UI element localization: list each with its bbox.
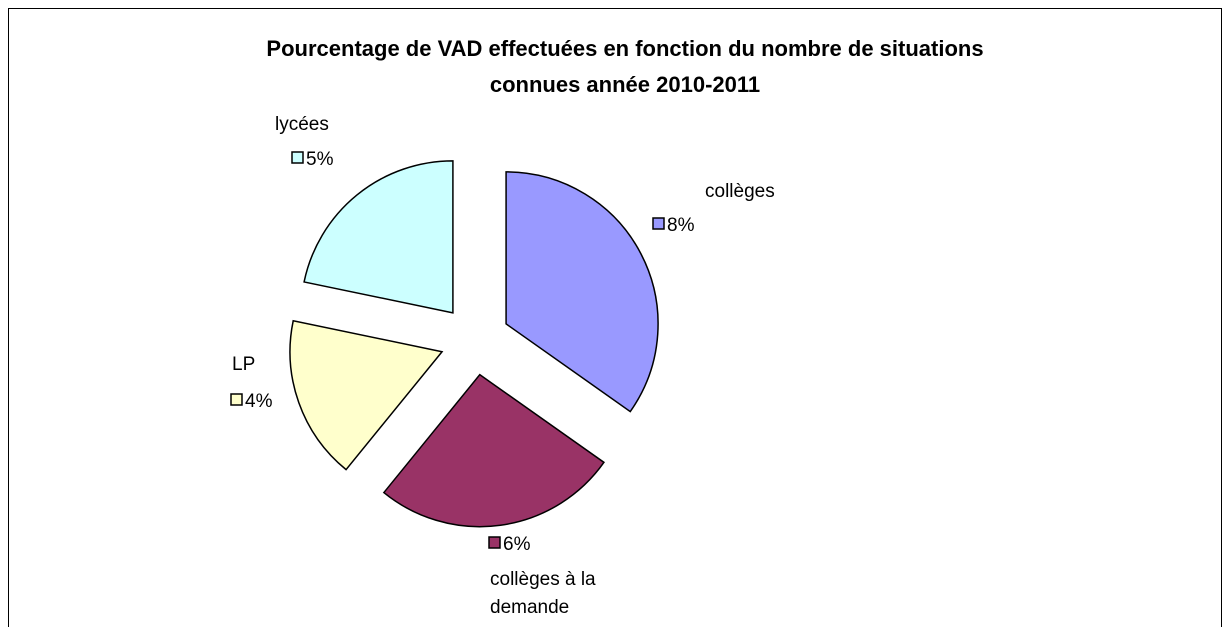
slice-label: lycées [275, 114, 329, 135]
slice-label: LP [232, 354, 255, 375]
pie-slice [382, 373, 605, 528]
chart-title: Pourcentage de VAD effectuées en fonctio… [266, 36, 983, 61]
value-label: 5% [306, 149, 334, 170]
legend-key [291, 151, 304, 164]
chart-title: connues année 2010-2011 [490, 72, 760, 97]
slice-label: collèges à la demande [490, 569, 596, 618]
pie-slice [303, 160, 454, 314]
legend-key [230, 393, 243, 406]
pie-slice [289, 319, 444, 471]
value-label: 6% [503, 534, 531, 555]
slice-label: collèges [705, 181, 775, 202]
legend-key [652, 217, 665, 230]
pie-slice [505, 171, 659, 413]
legend-key [488, 536, 501, 549]
value-label: 4% [245, 391, 273, 412]
value-label: 8% [667, 215, 695, 236]
